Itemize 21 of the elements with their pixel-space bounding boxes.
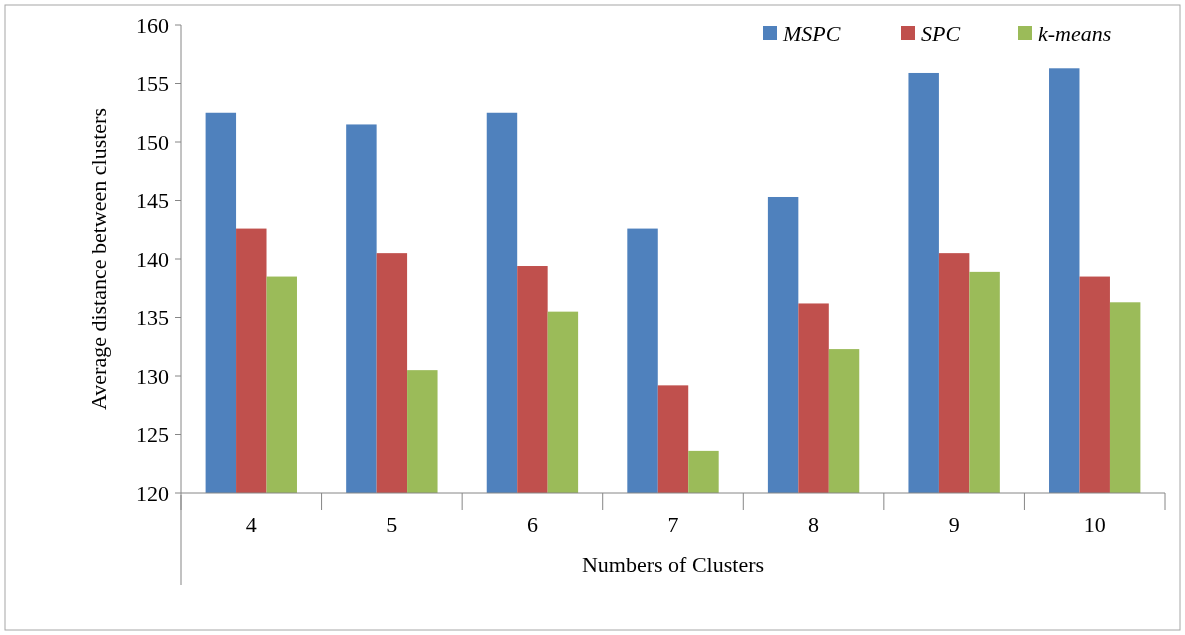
x-tick-label: 9 — [948, 511, 960, 537]
x-tick-label: 10 — [1083, 511, 1106, 537]
x-tick-label: 5 — [386, 511, 398, 537]
x-tick-label: 8 — [808, 511, 820, 537]
y-tick-label: 140 — [136, 246, 169, 272]
legend-label: SPC — [921, 20, 961, 46]
y-tick-label: 155 — [136, 71, 169, 96]
y-tick-label: 145 — [136, 188, 169, 213]
legend-label: MSPC — [782, 20, 841, 46]
y-tick-label: 125 — [136, 422, 169, 447]
legend-label: k-means — [1038, 20, 1112, 46]
y-tick-label: 160 — [136, 12, 169, 38]
y-tick-label: 120 — [136, 480, 169, 506]
x-tick-label: 6 — [526, 511, 538, 537]
y-tick-label: 130 — [136, 363, 169, 389]
y-tick-label: 150 — [136, 129, 169, 155]
x-axis-title: Numbers of Clusters — [581, 552, 765, 577]
x-tick-label: 7 — [667, 511, 679, 537]
x-tick-label: 4 — [245, 511, 257, 537]
y-tick-label: 135 — [136, 305, 169, 330]
y-axis-title: Average distance between clusters — [86, 108, 111, 410]
